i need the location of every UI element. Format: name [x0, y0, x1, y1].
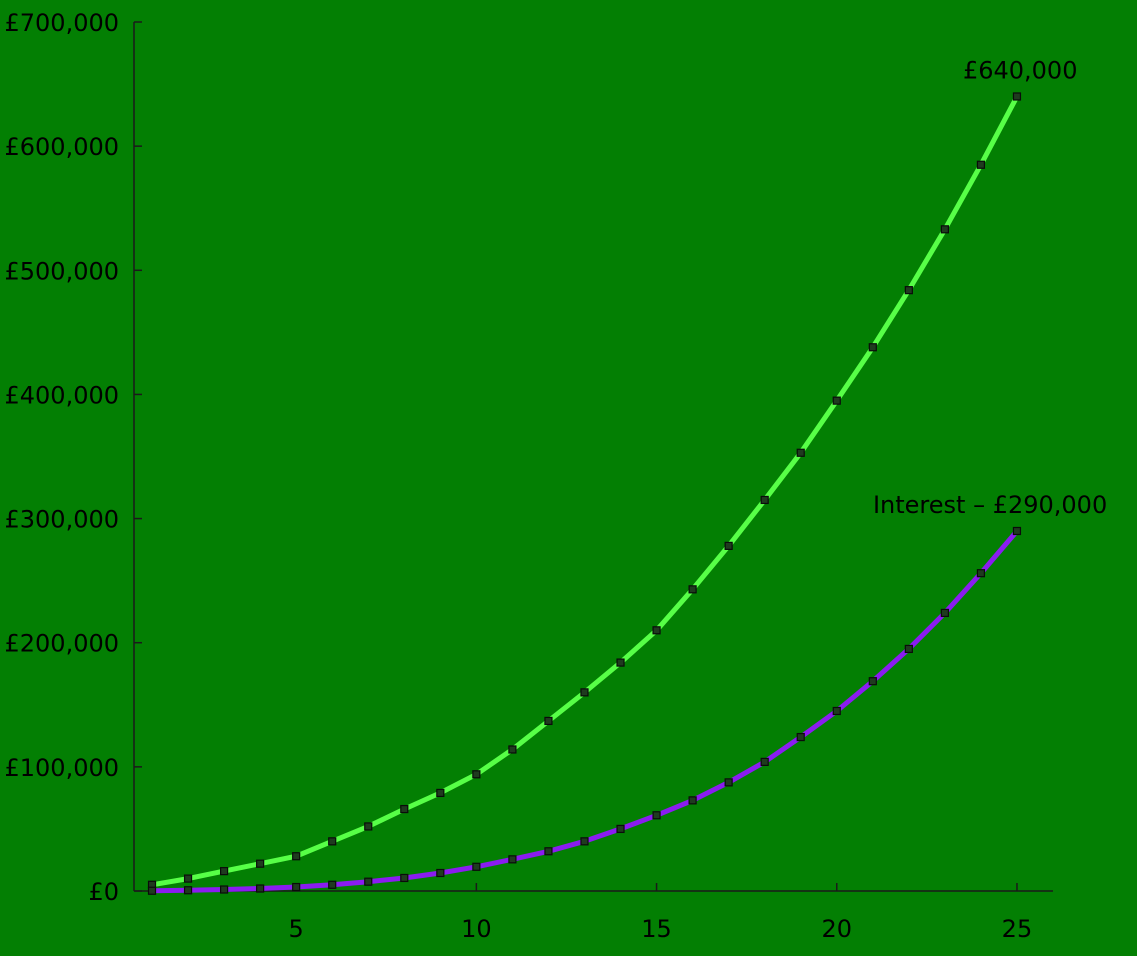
interest-point	[796, 732, 805, 742]
labels-layer: £640,000 Interest – £290,000	[873, 56, 1107, 519]
y-tick-label: £200,000	[4, 630, 119, 658]
y-tick-label: £0	[88, 878, 119, 906]
interest-series-line	[149, 528, 1020, 894]
interest-point	[652, 811, 661, 820]
interest-point	[508, 855, 517, 864]
total-point	[472, 770, 481, 779]
y-tick-label: £600,000	[4, 133, 119, 161]
total-point	[400, 804, 409, 814]
total-point	[544, 716, 553, 726]
interest-point	[183, 886, 193, 895]
interest-end-label: Interest – £290,000	[873, 491, 1107, 519]
interest-point	[436, 868, 445, 878]
total-point	[832, 396, 841, 405]
total-point	[292, 852, 301, 861]
interest-point	[904, 644, 913, 654]
interest-point	[616, 824, 625, 834]
total-point	[1012, 92, 1022, 101]
interest-point	[688, 796, 697, 805]
interest-point	[724, 778, 733, 787]
interest-point	[868, 677, 877, 686]
y-tick-label: £100,000	[4, 754, 119, 782]
interest-point	[328, 880, 337, 889]
total-point	[183, 874, 193, 883]
interest-point	[544, 847, 553, 856]
interest-point	[364, 877, 373, 886]
total-point	[219, 867, 229, 876]
total-point	[868, 343, 877, 352]
total-point	[508, 745, 517, 754]
x-tick-label: 20	[821, 915, 852, 943]
y-tick-label: £700,000	[4, 9, 119, 37]
x-tick-label: 25	[1002, 915, 1033, 943]
total-point	[760, 495, 769, 505]
total-point	[256, 859, 265, 868]
interest-point	[400, 873, 409, 883]
total-end-label: £640,000	[963, 56, 1078, 84]
total-point	[580, 688, 589, 697]
series-layer	[147, 92, 1022, 895]
x-tick-label: 10	[461, 915, 492, 943]
y-tick-label: £500,000	[4, 257, 119, 285]
total-point	[616, 658, 625, 667]
interest-point	[292, 882, 301, 892]
total-point	[364, 822, 373, 831]
interest-point	[147, 886, 157, 895]
interest-point	[1012, 526, 1022, 536]
total-point	[904, 286, 913, 295]
interest-point	[472, 862, 481, 871]
interest-point	[832, 706, 841, 716]
total-point	[796, 448, 805, 457]
total-point	[688, 585, 697, 594]
total-point	[436, 788, 445, 798]
interest-point	[940, 608, 949, 618]
total-point	[652, 626, 661, 635]
interest-point	[976, 569, 986, 578]
total-point	[328, 837, 337, 846]
interest-point	[219, 885, 229, 894]
y-tick-label: £300,000	[4, 506, 119, 534]
total-point	[724, 541, 733, 550]
interest-point	[256, 884, 265, 893]
axes: £0 £100,000 £200,000 £300,000 £400,000 £500,0…	[4, 9, 1053, 943]
interest-point	[580, 837, 589, 846]
x-tick-label: 5	[289, 915, 304, 943]
total-point	[940, 225, 949, 234]
total-point	[976, 160, 986, 169]
interest-point	[760, 757, 769, 766]
y-tick-label: £400,000	[4, 381, 119, 409]
x-tick-label: 15	[641, 915, 672, 943]
